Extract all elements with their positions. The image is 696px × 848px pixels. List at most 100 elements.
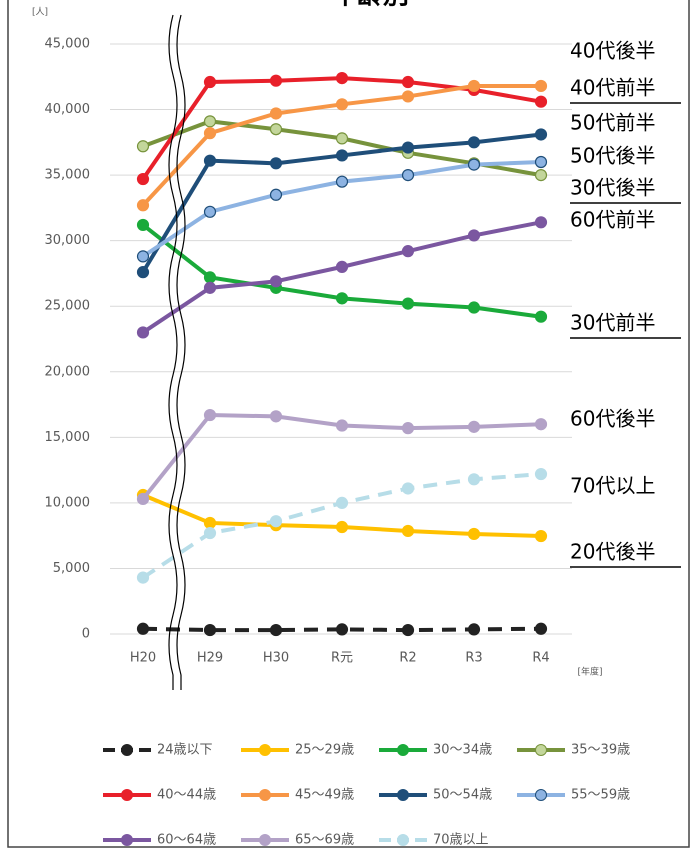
data-point (335, 175, 349, 188)
legend-label: 30～34歳 (433, 743, 492, 758)
data-point (534, 622, 548, 635)
x-unit: [年度] (577, 666, 602, 678)
annotation: 60代前半 (570, 208, 655, 232)
data-point (335, 260, 349, 273)
data-point (401, 482, 415, 495)
y-tick-label: 15,000 (45, 430, 91, 445)
data-point (534, 95, 548, 108)
data-point (203, 281, 217, 294)
legend-marker (535, 744, 547, 756)
data-point (335, 149, 349, 162)
data-point (534, 216, 548, 229)
legend-label: 40～44歳 (157, 788, 216, 803)
data-point (136, 218, 150, 232)
y-tick-label: 10,000 (45, 495, 91, 510)
data-point (467, 420, 481, 433)
x-tick-label: R3 (465, 651, 482, 666)
data-point (269, 157, 283, 170)
data-point (534, 128, 548, 141)
data-point (467, 158, 481, 171)
data-point (467, 623, 481, 636)
legend-marker (397, 834, 409, 846)
annotation: 60代後半 (570, 407, 655, 431)
data-point (203, 408, 217, 422)
data-point (136, 140, 150, 153)
series-line (141, 220, 542, 335)
data-point (269, 515, 283, 528)
chart-title: 年齢別 (331, 0, 409, 11)
data-point (467, 229, 481, 242)
data-point (534, 467, 548, 481)
legend-marker (535, 789, 547, 801)
data-point (136, 326, 150, 339)
data-point (136, 250, 150, 263)
data-point (136, 622, 150, 635)
data-point (335, 496, 349, 509)
data-point (534, 79, 548, 93)
annotation: 50代前半 (570, 111, 655, 135)
data-point (401, 524, 415, 538)
legend-label: 25～29歳 (295, 743, 354, 758)
data-point (401, 75, 415, 89)
data-point (136, 199, 150, 212)
annotation: 50代後半 (570, 144, 655, 168)
data-point (203, 205, 217, 218)
legend-label: 45～49歳 (295, 788, 354, 803)
data-point (401, 297, 415, 310)
data-point (467, 473, 481, 486)
data-point (467, 527, 481, 541)
x-tick-label: R元 (331, 651, 353, 666)
legend-label: 70歳以上 (433, 833, 489, 848)
data-point (203, 271, 217, 284)
legend-marker (397, 789, 409, 801)
data-point (136, 172, 150, 186)
data-point (269, 74, 283, 87)
y-tick-label: 25,000 (45, 299, 91, 314)
data-point (269, 107, 283, 120)
data-point (401, 422, 415, 435)
data-point (401, 245, 415, 258)
y-tick-label: 0 (82, 627, 90, 642)
legend-label: 24歳以下 (157, 743, 213, 758)
data-point (335, 623, 349, 636)
legend-label: 50～54歳 (433, 788, 492, 803)
series-line (142, 119, 542, 178)
data-point (203, 115, 217, 128)
data-point (269, 410, 283, 423)
y-tick-label: 5,000 (53, 561, 90, 576)
annotation: 40代後半 (570, 39, 655, 63)
x-tick-label: H30 (263, 651, 289, 666)
annotation: 40代前半 (570, 76, 655, 100)
legend-label: 35～39歳 (571, 743, 630, 758)
legend-marker (259, 744, 271, 756)
data-point (269, 623, 283, 637)
x-tick-label: R4 (532, 651, 549, 666)
data-point (401, 90, 415, 103)
data-point (534, 529, 548, 543)
data-point (203, 127, 217, 140)
legend-label: 60～64歳 (157, 833, 216, 848)
legend-label: 55～59歳 (571, 788, 630, 803)
legend-marker (121, 789, 133, 801)
data-point (534, 169, 548, 182)
data-point (269, 275, 283, 288)
data-point (335, 292, 349, 305)
annotation: 30代後半 (570, 176, 655, 200)
data-point (534, 155, 548, 169)
y-tick-label: 40,000 (45, 102, 91, 117)
legend-marker (259, 789, 271, 801)
data-point (269, 188, 283, 201)
data-point (203, 516, 217, 530)
y-tick-label: 45,000 (45, 37, 91, 52)
data-point (467, 79, 481, 93)
data-point (269, 123, 283, 136)
data-point (401, 623, 415, 637)
annotation: 20代後半 (570, 540, 655, 564)
data-point (467, 136, 481, 149)
data-point (203, 154, 217, 167)
x-tick-label: R2 (399, 651, 416, 666)
data-point (401, 169, 415, 182)
data-point (534, 418, 548, 431)
data-point (136, 492, 150, 506)
